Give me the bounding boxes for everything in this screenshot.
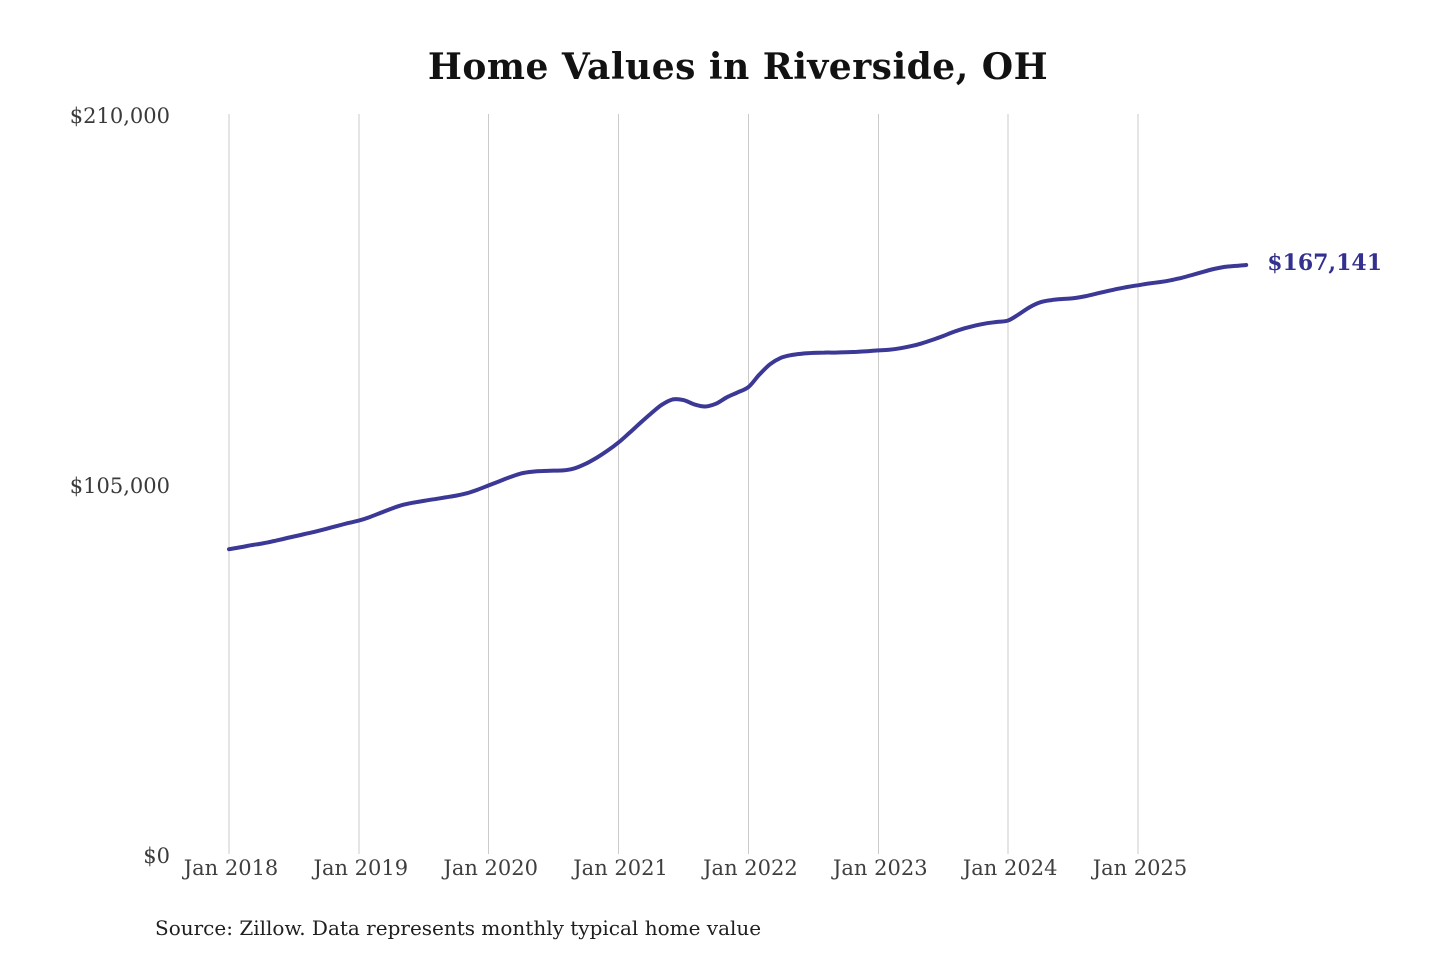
y-axis-tick-label: $0 xyxy=(143,844,170,868)
y-axis-tick-label: $210,000 xyxy=(69,104,170,128)
x-axis-tick-label: Jan 2018 xyxy=(183,856,279,880)
x-axis-tick-label: Jan 2021 xyxy=(573,856,668,880)
source-note: Source: Zillow. Data represents monthly … xyxy=(155,916,762,940)
x-axis-tick-label: Jan 2023 xyxy=(832,856,928,880)
x-axis-tick-label: Jan 2019 xyxy=(313,856,409,880)
x-axis-tick-label: Jan 2020 xyxy=(443,856,538,880)
home-value-line xyxy=(227,263,1249,552)
x-axis-tick-label: Jan 2024 xyxy=(962,856,1058,880)
line-end-value-label: $167,141 xyxy=(1267,250,1383,277)
chart-title: Home Values in Riverside, OH xyxy=(427,46,1049,88)
x-axis-tick-label: Jan 2022 xyxy=(703,856,798,880)
x-axis-tick-label: Jan 2025 xyxy=(1092,856,1188,880)
y-axis-tick-label: $105,000 xyxy=(69,474,170,498)
